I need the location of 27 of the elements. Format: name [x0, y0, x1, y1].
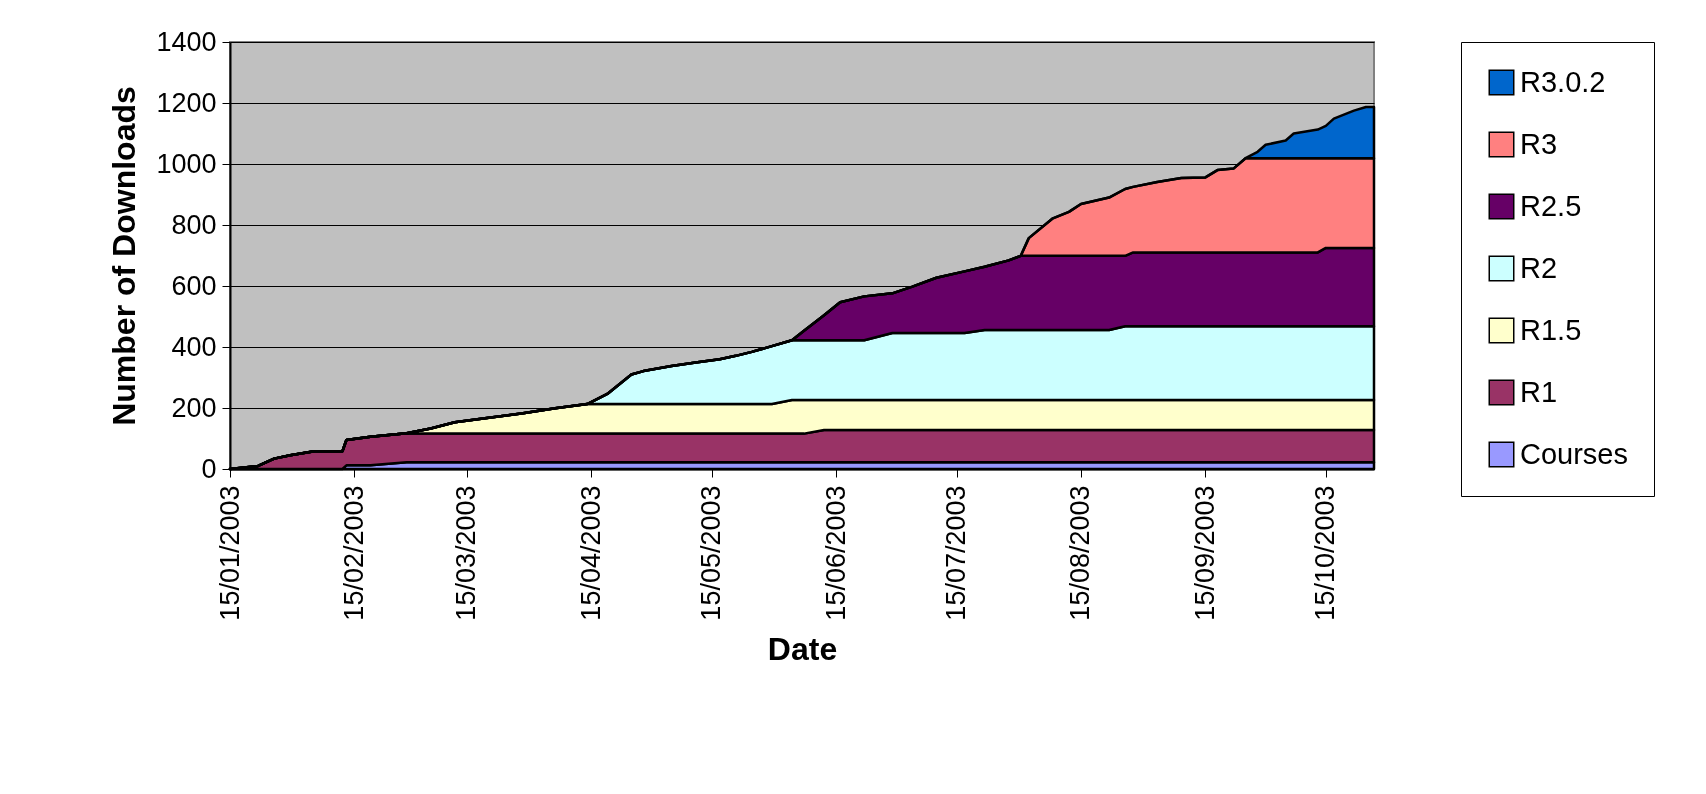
x-tick-label: 15/06/2003 [820, 485, 851, 621]
legend-label: R1.5 [1520, 313, 1582, 346]
x-tick-label: 15/09/2003 [1189, 485, 1220, 621]
x-tick-label: 15/08/2003 [1065, 485, 1096, 621]
y-tick-label: 1400 [156, 26, 217, 57]
y-axis-title: Number of Downloads [106, 86, 143, 426]
x-tick-label: 15/05/2003 [696, 485, 727, 621]
x-axis-title: Date [767, 630, 838, 667]
legend-label: R1 [1520, 375, 1558, 408]
y-tick-label: 400 [171, 331, 217, 362]
legend-label: R3 [1520, 127, 1558, 160]
legend-label: R3.0.2 [1520, 65, 1606, 98]
x-tick-label: 15/04/2003 [575, 485, 606, 621]
legend-label: Courses [1520, 437, 1628, 470]
x-tick-label: 15/03/2003 [451, 485, 482, 621]
legend-label: R2.5 [1520, 189, 1582, 222]
x-tick-label: 15/01/2003 [214, 485, 245, 621]
y-tick-label: 0 [201, 453, 217, 484]
y-tick-label: 800 [171, 209, 217, 240]
y-tick-label: 600 [171, 270, 217, 301]
y-tick-label: 1000 [156, 148, 217, 179]
x-tick-label: 15/02/2003 [338, 485, 369, 621]
y-tick-label: 200 [171, 392, 217, 423]
x-tick-label: 15/07/2003 [941, 485, 972, 621]
legend-label: R2 [1520, 251, 1558, 284]
x-tick-label: 15/10/2003 [1310, 485, 1341, 621]
y-tick-label: 1200 [156, 87, 217, 118]
